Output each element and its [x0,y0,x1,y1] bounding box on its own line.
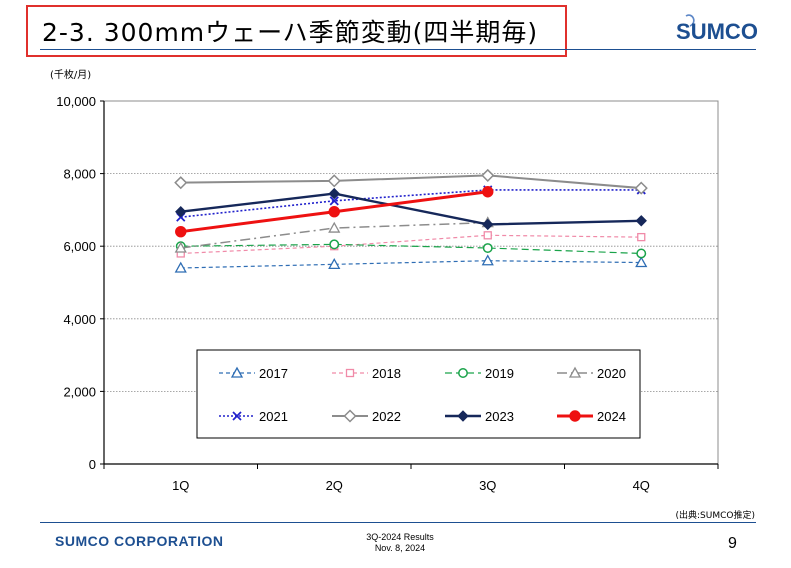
header-divider [40,49,756,50]
legend-label: 2018 [372,366,401,381]
legend-label: 2023 [485,409,514,424]
x-tick-label: 2Q [326,478,343,493]
chart-legend: 2017 2018 2019 2020 2021 2022 2023 2024 [196,349,641,439]
data-point-2019 [482,243,493,253]
legend-marker [568,366,582,378]
data-point-2022 [481,168,495,182]
data-point-2023 [482,218,494,231]
series-line-2021 [180,189,642,218]
footer-company-name: SUMCO CORPORATION [55,533,224,549]
data-point-2022 [634,181,648,195]
legend-label: 2017 [259,366,288,381]
legend-item-2019: 2019 [445,366,514,381]
legend-label: 2021 [259,409,288,424]
slide-title: 2-3. 300mmウェーハ季節変動(四半期毎) [42,18,539,47]
series-2022 [174,168,648,195]
chart-series [174,168,648,273]
y-tick-label: 4,000 [63,312,96,327]
legend-label: 2020 [597,366,626,381]
legend-item-2021: 2021 [219,409,288,424]
data-point-2019 [636,248,647,259]
footer-report-date: Nov. 8, 2024 [374,543,426,553]
series-2023 [175,187,647,231]
data-point-2024 [175,225,187,238]
legend-label: 2019 [485,366,514,381]
legend-item-2020: 2020 [557,366,626,381]
data-point-2022 [327,174,341,188]
data-point-2020 [328,221,341,233]
legend-marker [232,411,242,421]
series-line-2023 [180,192,642,226]
legend-marker [457,410,469,422]
data-point-2018 [483,231,492,240]
chart-axes: 0 2,000 4,000 6,000 8,000 10,000 (千枚/月) 1Q 2Q 3Q 4… [50,68,719,493]
data-point-2023 [175,206,187,218]
x-tick-label: 4Q [633,478,650,493]
footer-report-info: 3Q-2024 Results Nov. 8, 2024 [335,532,465,554]
legend-item-2022: 2022 [332,409,401,424]
series-2024 [175,186,494,238]
y-tick-label: 8,000 [63,167,96,182]
footer-divider [40,522,756,523]
series-2017 [174,254,648,273]
source-note: (出典:SUMCO推定) [675,511,756,521]
y-tick-label: 10,000 [56,94,96,109]
logo-swoosh-icon [685,14,695,27]
y-tick-label: 6,000 [63,239,96,254]
data-point-2024 [482,186,494,198]
legend-marker [458,368,468,378]
legend-label: 2024 [597,409,626,424]
marker-stroke [232,411,242,421]
data-point-2022 [174,176,188,190]
data-point-2017 [174,261,187,273]
legend-label: 2022 [372,409,401,424]
data-point-2024 [328,206,340,218]
data-point-2020 [174,241,187,253]
marker-stroke [329,196,339,206]
sumco-logo: SUMCO [676,14,758,44]
data-point-2018 [637,232,646,242]
series-line-2022 [180,174,642,190]
y-tick-label: 2,000 [63,384,96,399]
legend-item-2017: 2017 [219,366,288,381]
x-tick-label: 1Q [172,478,189,493]
legend-marker [230,366,244,378]
data-point-2023 [328,187,340,200]
legend-item-2018: 2018 [332,366,401,381]
data-point-2023 [635,215,647,227]
legend-item-2023: 2023 [445,409,514,424]
legend-marker [569,410,581,422]
data-point-2021 [329,196,339,206]
y-tick-label: 0 [89,457,96,472]
footer-report-title: 3Q-2024 Results [366,532,434,542]
legend-item-2024: 2024 [557,409,626,424]
logo-text: SUMCO [676,19,758,44]
data-point-2017 [481,254,494,266]
legend-marker [345,368,355,378]
data-point-2017 [635,256,648,268]
data-point-2017 [328,258,341,270]
legend-box [196,349,641,439]
data-point-2019 [329,239,340,250]
page-number: 9 [728,535,737,552]
y-axis-unit-label: (千枚/月) [50,68,91,81]
slide-title-box: 2-3. 300mmウェーハ季節変動(四半期毎) [26,5,567,57]
x-tick-label: 3Q [479,478,496,493]
legend-marker [343,409,357,423]
